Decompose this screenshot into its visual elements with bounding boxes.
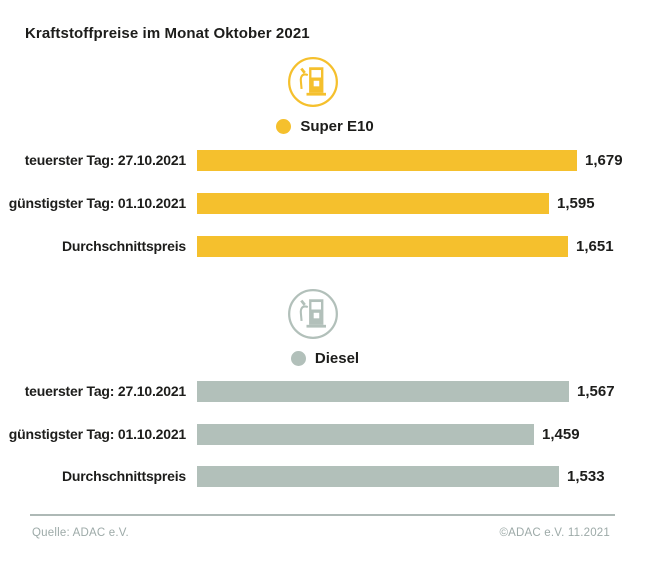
bar-label: teuerster Tag: 27.10.2021 bbox=[24, 383, 186, 399]
diesel-section: Diesel teuerster Tag: 27.10.2021 1,567 g… bbox=[0, 288, 650, 520]
legend-diesel: Diesel bbox=[0, 350, 650, 367]
bar-value: 1,567 bbox=[577, 383, 615, 400]
footer-divider bbox=[30, 514, 615, 516]
bar-group: 1,533 bbox=[197, 466, 605, 487]
legend-label: Super E10 bbox=[300, 118, 374, 135]
bar-group: 1,651 bbox=[197, 236, 614, 257]
bar-e10-teuerster-tag bbox=[197, 150, 577, 171]
bar-row-e10-teuerster-tag: teuerster Tag: 27.10.2021 1,679 bbox=[0, 150, 650, 171]
legend-dot-icon bbox=[276, 119, 292, 134]
bar-label: günstigster Tag: 01.10.2021 bbox=[8, 195, 186, 211]
bar-label: günstigster Tag: 01.10.2021 bbox=[8, 426, 186, 442]
fuel-pump-icon bbox=[287, 288, 339, 340]
page-title: Kraftstoffpreise im Monat Oktober 2021 bbox=[25, 25, 310, 42]
bar-label: Durchschnittspreis bbox=[62, 468, 186, 484]
bar-group: 1,679 bbox=[197, 150, 623, 171]
bar-diesel-guenstigster-tag bbox=[197, 424, 534, 445]
legend-label: Diesel bbox=[314, 350, 360, 367]
bar-label: Durchschnittspreis bbox=[62, 238, 186, 254]
legend-super-e10: Super E10 bbox=[0, 118, 650, 135]
bar-value: 1,651 bbox=[576, 238, 614, 255]
legend-dot-icon bbox=[290, 351, 306, 366]
bar-row-e10-guenstigster-tag: günstigster Tag: 01.10.2021 1,595 bbox=[0, 193, 650, 214]
bar-group: 1,595 bbox=[197, 193, 595, 214]
super-e10-section: Super E10 teuerster Tag: 27.10.2021 1,67… bbox=[0, 56, 650, 288]
fuel-pump-icon bbox=[287, 56, 339, 108]
bar-value: 1,595 bbox=[557, 195, 595, 212]
bar-row-e10-durchschnittspreis: Durchschnittspreis 1,651 bbox=[0, 236, 650, 257]
bar-e10-durchschnittspreis bbox=[197, 236, 568, 257]
bar-row-diesel-guenstigster-tag: günstigster Tag: 01.10.2021 1,459 bbox=[0, 424, 650, 445]
bar-group: 1,459 bbox=[197, 424, 580, 445]
bar-diesel-durchschnittspreis bbox=[197, 466, 559, 487]
bar-e10-guenstigster-tag bbox=[197, 193, 549, 214]
bar-row-diesel-teuerster-tag: teuerster Tag: 27.10.2021 1,567 bbox=[0, 381, 650, 402]
bar-row-diesel-durchschnittspreis: Durchschnittspreis 1,533 bbox=[0, 466, 650, 487]
bar-diesel-teuerster-tag bbox=[197, 381, 569, 402]
bar-group: 1,567 bbox=[197, 381, 615, 402]
footer-copyright: ©ADAC e.V. 11.2021 bbox=[499, 527, 610, 539]
bar-label: teuerster Tag: 27.10.2021 bbox=[24, 152, 186, 168]
bar-value: 1,679 bbox=[585, 152, 623, 169]
footer-source: Quelle: ADAC e.V. bbox=[32, 527, 129, 539]
bar-value: 1,459 bbox=[542, 426, 580, 443]
bar-value: 1,533 bbox=[567, 468, 605, 485]
